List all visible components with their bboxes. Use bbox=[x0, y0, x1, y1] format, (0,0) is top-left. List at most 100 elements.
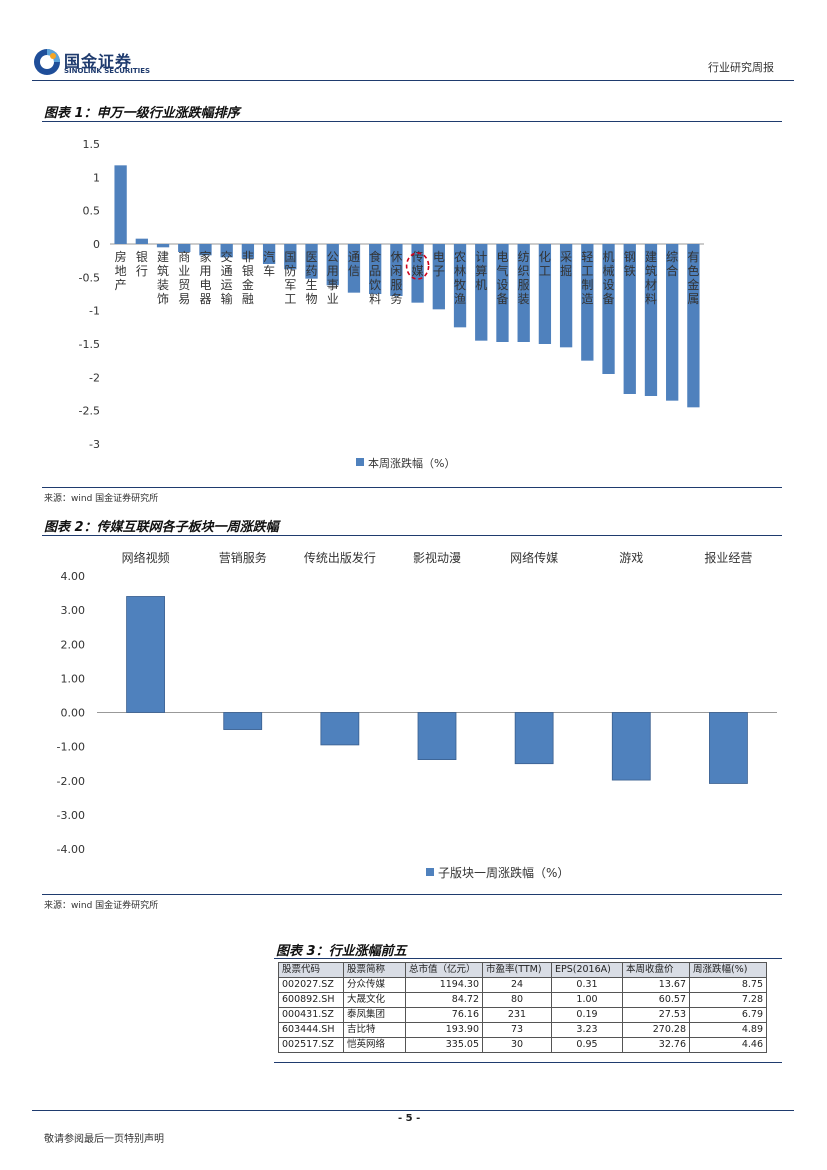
category-label: 营销服务 bbox=[219, 550, 267, 565]
table-header-cell: EPS(2016A) bbox=[551, 962, 623, 978]
category-label: 影视动漫 bbox=[413, 550, 461, 565]
bar-银行 bbox=[135, 238, 148, 244]
table-cell: 13.67 bbox=[622, 977, 690, 993]
category-label: 非银金融 bbox=[242, 250, 254, 306]
category-label: 医药生物 bbox=[306, 250, 318, 306]
category-label: 汽车 bbox=[263, 249, 275, 278]
category-label: 电子 bbox=[433, 250, 445, 278]
table-cell: 231 bbox=[482, 1007, 552, 1023]
bar-营销服务 bbox=[223, 712, 263, 730]
category-label: 食品饮料 bbox=[369, 249, 381, 306]
bar-汽车 bbox=[262, 244, 276, 264]
table-cell: 吉比特 bbox=[343, 1022, 406, 1038]
bar-食品饮料 bbox=[369, 244, 382, 294]
category-label: 房地产 bbox=[115, 249, 127, 292]
table-cell: 4.46 bbox=[689, 1037, 767, 1053]
category-label: 电气设备 bbox=[496, 250, 508, 306]
bar-国防军工 bbox=[284, 244, 297, 270]
table-header-cell: 周涨跌幅(%) bbox=[689, 962, 767, 978]
bar-商业贸易 bbox=[178, 244, 191, 252]
bar-家用电器 bbox=[199, 244, 212, 256]
table-cell: 1.00 bbox=[551, 992, 623, 1008]
bar-网络视频 bbox=[126, 596, 165, 713]
table-row: 000431.SZ 泰凤集团 76.16 231 0.19 27.53 6.79 bbox=[278, 1007, 767, 1023]
table-cell: 30 bbox=[482, 1037, 552, 1053]
table-cell: 0.31 bbox=[551, 977, 623, 993]
category-label: 轻工制造 bbox=[581, 250, 593, 306]
y-tick-label: -3.00 bbox=[57, 809, 85, 822]
table-row: 002027.SZ 分众传媒 1194.30 24 0.31 13.67 8.7… bbox=[278, 977, 767, 993]
header-rule bbox=[32, 80, 794, 81]
y-tick-label: 0 bbox=[93, 238, 100, 251]
table-header-row: 股票代码 股票简称 总市值（亿元） 市盈率(TTM) EPS(2016A) 本周… bbox=[278, 962, 767, 978]
category-label: 纺织服装 bbox=[518, 250, 530, 306]
y-tick-label: -1.00 bbox=[57, 741, 85, 754]
category-label: 商业贸易 bbox=[178, 249, 190, 306]
bar-建筑材料 bbox=[644, 244, 658, 396]
table-cell: 泰凤集团 bbox=[343, 1007, 406, 1023]
figure2-title-rule bbox=[42, 535, 782, 536]
table3-title-rule bbox=[274, 958, 782, 959]
category-label: 钢铁 bbox=[624, 250, 636, 278]
category-label: 休闲服务 bbox=[390, 250, 402, 306]
legend-swatch bbox=[356, 458, 364, 466]
y-tick-label: -1.5 bbox=[79, 338, 100, 351]
table-header-cell: 股票简称 bbox=[343, 962, 406, 978]
table-cell: 恺英网络 bbox=[343, 1037, 406, 1053]
y-tick-label: -0.5 bbox=[79, 271, 100, 284]
highlight-circle bbox=[405, 252, 430, 280]
bar-有色金属 bbox=[687, 244, 700, 408]
table-cell: 80 bbox=[482, 992, 552, 1008]
table3-container: 股票代码 股票简称 总市值（亿元） 市盈率(TTM) EPS(2016A) 本周… bbox=[278, 962, 767, 1053]
bar-农林牧渔 bbox=[453, 244, 467, 328]
table-cell: 60.57 bbox=[622, 992, 690, 1008]
y-tick-label: 1.5 bbox=[83, 138, 101, 151]
category-label: 化工 bbox=[539, 250, 551, 278]
bar-休闲服务 bbox=[390, 244, 403, 296]
bar-机械设备 bbox=[602, 244, 615, 374]
bar-影视动漫 bbox=[417, 712, 457, 760]
legend-label: 子版块一周涨跌幅（%） bbox=[438, 865, 569, 880]
table-cell: 002517.SZ bbox=[278, 1037, 344, 1053]
figure2-source: 来源：wind 国金证券研究所 bbox=[44, 901, 159, 911]
category-label: 农林牧渔 bbox=[454, 250, 466, 306]
table-cell: 76.16 bbox=[405, 1007, 483, 1023]
bar-传媒 bbox=[411, 244, 424, 303]
bar-电子 bbox=[432, 244, 445, 310]
bar-交通运输 bbox=[220, 244, 233, 258]
bar-轻工制造 bbox=[581, 244, 594, 361]
figure1-title-rule bbox=[42, 121, 782, 122]
category-label: 银行 bbox=[136, 250, 148, 278]
table-cell: 193.90 bbox=[405, 1022, 483, 1038]
figure1-bottom-rule bbox=[42, 487, 782, 488]
table-cell: 大晟文化 bbox=[343, 992, 406, 1008]
bar-游戏 bbox=[611, 712, 651, 781]
category-label: 网络传媒 bbox=[510, 550, 558, 565]
legend-swatch bbox=[426, 868, 434, 876]
table-cell: 1194.30 bbox=[405, 977, 483, 993]
category-label: 机械设备 bbox=[603, 250, 615, 306]
table-cell: 0.95 bbox=[551, 1037, 623, 1053]
y-tick-label: 1 bbox=[93, 171, 100, 184]
table-row: 002517.SZ 恺英网络 335.05 30 0.95 32.76 4.46 bbox=[278, 1037, 767, 1053]
bar-房地产 bbox=[114, 165, 127, 244]
y-tick-label: -1 bbox=[89, 305, 100, 318]
y-tick-label: 0.00 bbox=[61, 707, 86, 720]
y-tick-label: -2.5 bbox=[79, 405, 100, 418]
category-label: 通信 bbox=[348, 250, 360, 278]
category-label: 综合 bbox=[666, 250, 678, 278]
logo-en: SINOLINK SECURITIES bbox=[64, 67, 151, 75]
category-label: 有色金属 bbox=[687, 250, 699, 306]
figure2-bottom-rule bbox=[42, 894, 782, 895]
bar-网络传媒 bbox=[514, 712, 554, 765]
table-header-cell: 市盈率(TTM) bbox=[482, 962, 552, 978]
table-cell: 000431.SZ bbox=[278, 1007, 344, 1023]
y-tick-label: 4.00 bbox=[61, 570, 86, 583]
chart-media-subsectors: 4.00 3.00 2.00 1.00 0.00 -1.00 -2.00 -3.00 -4.00… bbox=[57, 550, 777, 880]
bar-钢铁 bbox=[623, 244, 636, 394]
category-label: 建筑装饰 bbox=[157, 250, 169, 306]
table-cell: 6.79 bbox=[689, 1007, 767, 1023]
bar-公用事业 bbox=[326, 244, 339, 286]
table3-bottom-rule bbox=[274, 1062, 782, 1063]
header: 国金证券 SINOLINK SECURITIES 行业研究周报 bbox=[0, 0, 827, 80]
